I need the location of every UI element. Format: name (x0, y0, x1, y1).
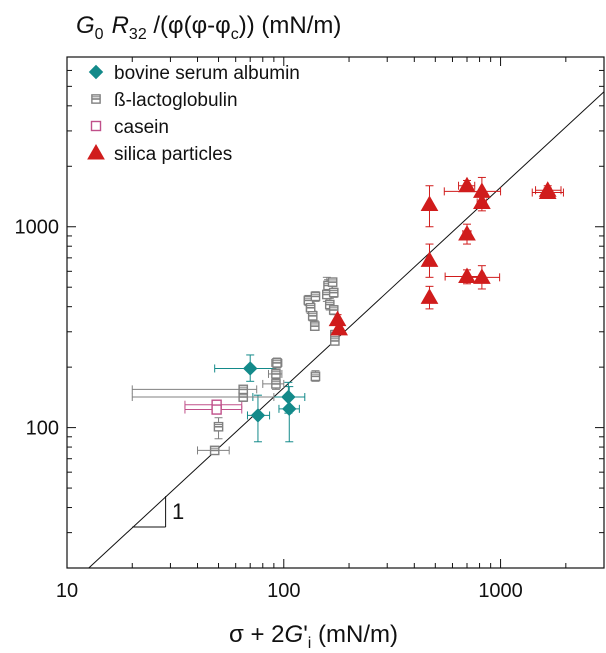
errorbar-group (131, 176, 564, 455)
data-point-1-1 (213, 421, 224, 432)
title-mid: /(φ(φ-φ (147, 12, 231, 39)
data-point-1-4 (271, 379, 281, 389)
data-point-2-1 (211, 404, 222, 415)
data-point-3-12 (538, 183, 557, 200)
data-point-3-1 (330, 319, 348, 336)
data-point-1-20 (330, 336, 340, 346)
data-point-1-5 (271, 369, 281, 379)
legend-label-silica: silica particles (114, 144, 232, 165)
legend-label-casein: casein (114, 117, 169, 138)
reference-line-group (88, 91, 605, 569)
title-g-subscript: 0 (95, 26, 104, 43)
marker-group (209, 176, 557, 456)
slope-reference-line (88, 91, 605, 569)
y-tick-label: 100 (26, 418, 59, 440)
data-point-1-11 (310, 291, 321, 302)
data-point-1-8 (305, 302, 316, 313)
data-point-1-16 (327, 277, 338, 287)
legend-symbol-2 (90, 120, 102, 132)
legend-symbol-1 (91, 94, 101, 104)
x-tick-label: 100 (267, 580, 300, 602)
errorbar-1-3 (131, 385, 258, 394)
title-phi-subscript: c (231, 26, 239, 43)
data-point-3-3 (420, 251, 439, 267)
data-point-3-2 (420, 195, 439, 212)
title-r: R (112, 12, 129, 39)
data-point-0-3 (282, 401, 297, 417)
slope-label: 1 (172, 499, 184, 524)
data-point-1-18 (328, 305, 339, 315)
x-title-pre: σ + 2 (229, 621, 285, 648)
x-axis-title: σ + 2G'i (mN/m) (229, 621, 398, 652)
legend-symbols (87, 64, 105, 160)
data-point-3-6 (458, 225, 476, 241)
data-point-1-3 (238, 384, 249, 395)
tick-label-group: 10 100 1000 100 1000 (15, 217, 523, 602)
data-point-1-6 (272, 358, 282, 368)
legend-symbol-0 (88, 64, 104, 80)
chart-title: G0 R32 /(φ(φ-φc)) (mN/m) (76, 12, 341, 43)
legend: bovine serum albumin ß-lactoglobulin cas… (87, 63, 300, 165)
x-title-g: G (285, 621, 304, 648)
x-tick-label: 1000 (478, 580, 523, 602)
x-title-subscript: i (308, 635, 312, 652)
title-end: )) (mN/m) (239, 12, 342, 39)
legend-label-bsa: bovine serum albumin (114, 63, 300, 84)
data-point-1-17 (328, 287, 339, 298)
data-point-3-5 (458, 176, 476, 193)
data-point-3-7 (458, 267, 476, 284)
data-point-3-9 (473, 193, 491, 210)
plot-area (88, 91, 605, 569)
data-point-1-10 (309, 321, 320, 331)
x-title-post: (mN/m) (311, 621, 398, 648)
data-point-3-4 (420, 288, 439, 304)
data-point-0-0 (242, 361, 258, 376)
axes-group (66, 56, 605, 569)
y-tick-label: 1000 (15, 217, 60, 239)
data-point-1-12 (310, 371, 321, 382)
data-point-0-1 (250, 408, 266, 423)
data-point-1-9 (307, 311, 318, 321)
legend-label-lactoglobulin: ß-lactoglobulin (114, 90, 238, 111)
title-g: G (76, 12, 95, 39)
title-r-subscript: 32 (129, 26, 147, 43)
data-point-0-2 (281, 389, 296, 405)
plot-frame (66, 56, 605, 569)
data-point-1-0 (209, 445, 220, 456)
legend-symbol-3 (87, 143, 105, 160)
x-title-prime: ' (303, 621, 308, 648)
x-tick-label: 10 (56, 580, 78, 602)
data-point-3-10 (473, 268, 491, 284)
